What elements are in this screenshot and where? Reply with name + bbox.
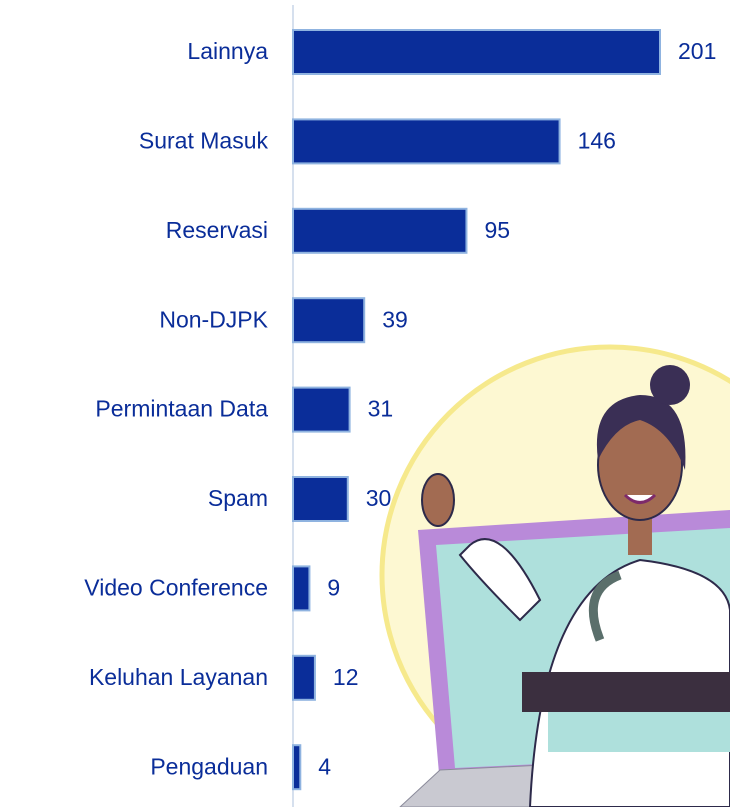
value-label: 9	[327, 574, 340, 600]
bar	[293, 656, 315, 700]
bar	[293, 388, 350, 432]
podium-base	[548, 712, 730, 752]
bar	[293, 298, 364, 342]
value-label: 39	[382, 306, 408, 332]
value-label: 30	[366, 485, 392, 511]
value-label: 31	[368, 396, 394, 422]
value-label: 95	[484, 217, 510, 243]
value-label: 4	[318, 753, 331, 779]
bar	[293, 745, 300, 789]
category-label: Reservasi	[166, 217, 268, 243]
value-label: 201	[678, 38, 716, 64]
category-label: Surat Masuk	[139, 127, 269, 153]
bar	[293, 30, 660, 74]
value-label: 12	[333, 664, 359, 690]
category-label: Keluhan Layanan	[89, 664, 268, 690]
chart: Lainnya 201 Surat Masuk 146 Reservasi 95 Non-D…	[0, 0, 730, 807]
category-label: Lainnya	[187, 38, 268, 64]
category-label: Pengaduan	[150, 753, 268, 779]
value-label: 146	[578, 127, 616, 153]
podium	[522, 672, 730, 712]
bar	[293, 209, 466, 253]
illustration	[382, 347, 730, 807]
woman-hand	[422, 474, 454, 526]
woman-bun	[650, 365, 690, 405]
category-label: Non-DJPK	[159, 306, 268, 332]
bar	[293, 477, 348, 521]
category-label: Permintaan Data	[95, 396, 268, 422]
bar	[293, 119, 560, 163]
category-label: Video Conference	[84, 574, 268, 600]
bar	[293, 566, 309, 610]
category-label: Spam	[208, 485, 268, 511]
page: Lainnya 201 Surat Masuk 146 Reservasi 95 Non-D…	[0, 0, 730, 807]
